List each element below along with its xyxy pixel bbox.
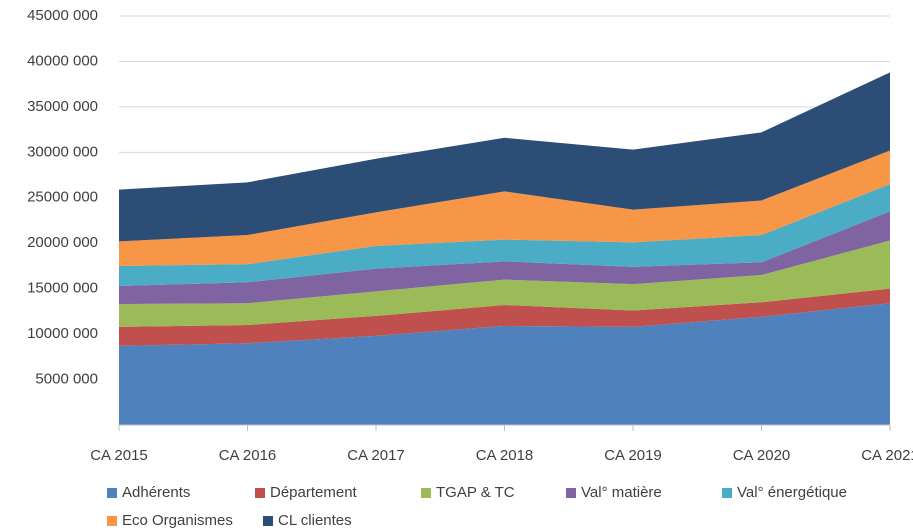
- area: [119, 211, 890, 305]
- area: [119, 150, 890, 266]
- y-tick-label: 35000 000: [27, 98, 98, 115]
- area: [119, 240, 890, 327]
- legend-swatch: [566, 488, 576, 498]
- x-tick-label: CA 2017: [347, 447, 405, 464]
- x-tick-label: CA 2018: [476, 447, 534, 464]
- legend-swatch: [255, 488, 265, 498]
- legend-swatch: [107, 516, 117, 526]
- y-tick-label: 40000 000: [27, 52, 98, 69]
- legend-swatch: [722, 488, 732, 498]
- area: [119, 288, 890, 346]
- legend-label: Département: [270, 484, 358, 501]
- legend-swatch: [263, 516, 273, 526]
- area: [119, 303, 890, 425]
- x-tick-label: CA 2015: [90, 447, 148, 464]
- x-tick-label: CA 2019: [604, 447, 662, 464]
- area: [119, 72, 890, 242]
- y-tick-label: 5000 000: [35, 371, 98, 388]
- legend-label: TGAP & TC: [436, 484, 515, 501]
- x-tick-label: CA 2020: [733, 447, 791, 464]
- legend-label: Val° matière: [581, 484, 662, 501]
- legend-swatch: [107, 488, 117, 498]
- x-tick-label: CA 2016: [219, 447, 277, 464]
- legend-label: Val° énergétique: [737, 484, 847, 501]
- y-tick-label: 20000 000: [27, 234, 98, 251]
- x-tick-label: CA 2021: [861, 447, 913, 464]
- y-tick-label: 25000 000: [27, 189, 98, 206]
- y-tick-label: 10000 000: [27, 325, 98, 342]
- legend-swatch: [421, 488, 431, 498]
- y-tick-label: 15000 000: [27, 280, 98, 297]
- legend-label: Eco Organismes: [122, 512, 233, 529]
- y-tick-label: 30000 000: [27, 143, 98, 160]
- area: [119, 184, 890, 286]
- legend-label: Adhérents: [122, 484, 190, 501]
- y-tick-label: 45000 000: [27, 7, 98, 24]
- legend-label: CL clientes: [278, 512, 352, 529]
